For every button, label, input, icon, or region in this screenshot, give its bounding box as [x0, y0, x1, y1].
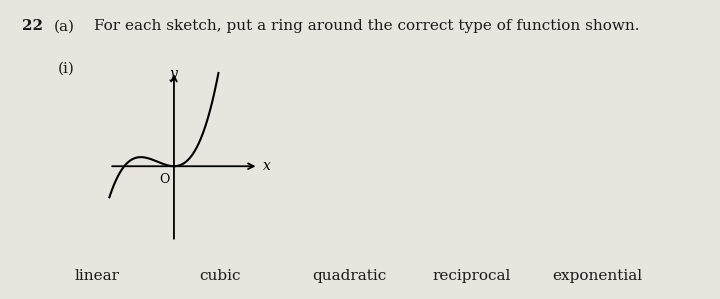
Text: O: O [159, 173, 169, 186]
Text: linear: linear [75, 269, 120, 283]
Text: (i): (i) [58, 61, 74, 75]
Text: quadratic: quadratic [312, 269, 387, 283]
Text: exponential: exponential [552, 269, 643, 283]
Text: reciprocal: reciprocal [433, 269, 510, 283]
Text: For each sketch, put a ring around the correct type of function shown.: For each sketch, put a ring around the c… [94, 19, 639, 33]
Text: x: x [263, 159, 271, 173]
Text: (a): (a) [54, 19, 75, 33]
Text: cubic: cubic [199, 269, 240, 283]
Text: y: y [170, 67, 178, 81]
Text: 22: 22 [22, 19, 42, 33]
